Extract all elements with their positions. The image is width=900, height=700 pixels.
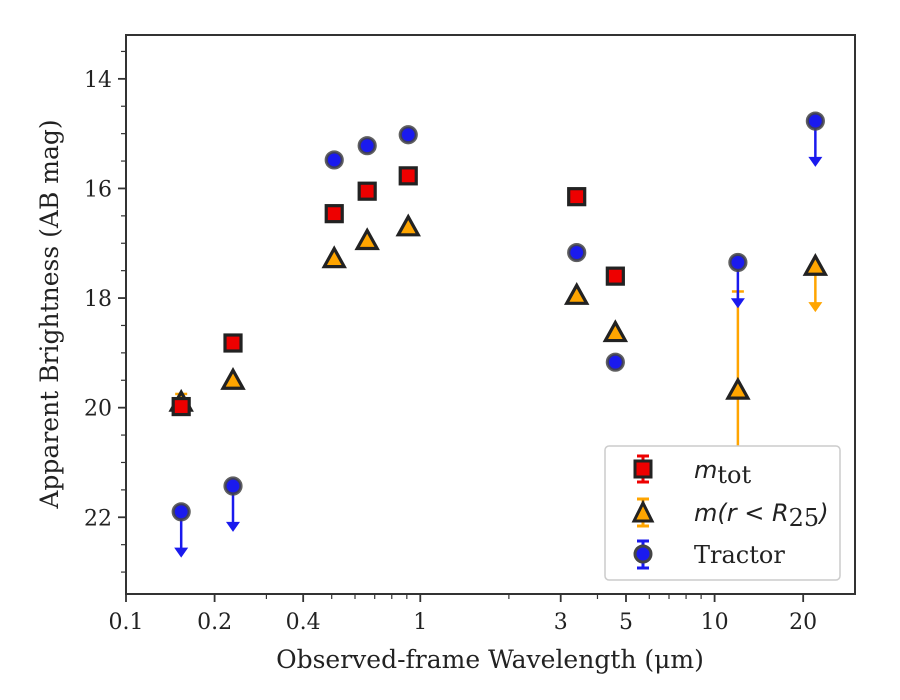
x-axis-label: Observed-frame Wavelength (μm) — [276, 645, 704, 674]
data-point — [220, 366, 246, 390]
x-tick-label: 1 — [413, 610, 427, 635]
upper-limit-arrow — [808, 156, 823, 167]
series-square — [171, 166, 625, 417]
square-marker — [171, 396, 191, 417]
square-marker — [324, 204, 344, 224]
x-tick-label: 0.4 — [286, 610, 321, 635]
data-point — [398, 125, 418, 145]
legend-mtot-square-marker — [633, 459, 653, 479]
square-marker — [605, 266, 625, 286]
legend-mtot-label: mtot — [694, 456, 751, 489]
data-point — [171, 396, 191, 417]
upper-limit-arrow — [730, 298, 745, 309]
data-point — [567, 187, 587, 207]
circle-marker — [805, 111, 825, 131]
data-point — [398, 166, 418, 186]
legend-entry-tractor: Tractor — [633, 539, 785, 570]
circle-marker — [357, 136, 377, 156]
triangle-marker — [725, 376, 751, 400]
data-point — [223, 476, 243, 532]
data-point — [357, 136, 377, 156]
data-point — [563, 282, 590, 305]
legend: mtot m(r < R25) Tractor — [604, 445, 841, 581]
upper-limit-arrow — [226, 521, 241, 532]
triangle-marker — [395, 213, 421, 237]
data-point — [171, 502, 191, 558]
data-point — [605, 266, 625, 286]
data-point — [223, 333, 243, 353]
square-marker — [398, 166, 418, 186]
data-point — [395, 213, 421, 237]
square-marker — [567, 187, 587, 207]
data-point — [357, 181, 377, 201]
triangle-marker — [220, 366, 246, 390]
legend-tractor-circle-marker — [633, 544, 653, 564]
x-tick-label: 20 — [789, 610, 817, 635]
data-point — [567, 242, 587, 263]
triangle-marker — [802, 252, 829, 276]
y-tick-label: 20 — [84, 397, 112, 422]
triangle-marker — [563, 282, 590, 305]
y-axis-label: Apparent Brightness (AB mag) — [35, 119, 64, 509]
data-point — [728, 252, 748, 309]
y-tick-label: 18 — [84, 287, 112, 312]
series-circle — [171, 111, 825, 558]
data-point — [805, 111, 825, 167]
x-tick-label: 0.1 — [109, 610, 144, 635]
x-tick-label: 10 — [701, 610, 729, 635]
circle-marker — [567, 242, 587, 263]
x-tick-label: 3 — [554, 610, 568, 635]
legend-mr25-label: m(r < R25) — [694, 499, 829, 532]
data-point — [605, 352, 625, 372]
upper-limit-arrow — [808, 302, 823, 313]
circle-marker — [398, 125, 418, 145]
triangle-marker — [354, 227, 380, 251]
legend-tractor-label: Tractor — [694, 541, 785, 569]
circle-marker — [605, 352, 625, 372]
x-tick-label: 0.2 — [197, 610, 232, 635]
data-point — [802, 252, 829, 313]
upper-limit-arrow — [174, 547, 189, 558]
data-point — [321, 245, 347, 269]
data-point — [324, 150, 344, 170]
circle-marker — [728, 252, 748, 273]
data-point — [354, 227, 380, 251]
legend-entry-mr25: m(r < R25) — [631, 497, 829, 532]
triangle-marker — [321, 245, 347, 269]
circle-marker — [223, 476, 243, 496]
y-tick-label: 16 — [84, 177, 112, 202]
circle-marker — [171, 502, 191, 522]
data-point — [602, 319, 629, 343]
square-marker — [223, 333, 243, 353]
legend-mr25-triangle-marker — [631, 499, 655, 523]
y-tick-label: 22 — [84, 506, 112, 531]
square-marker — [357, 181, 377, 201]
legend-entry-mtot: mtot — [633, 454, 751, 489]
data-marks — [168, 111, 829, 558]
x-tick-label: 5 — [619, 610, 633, 635]
axis-ticks: 0.1 0.2 0.4 1 3 5 10 20 14 16 18 20 22 — [84, 50, 817, 635]
triangle-marker — [602, 319, 629, 343]
data-point — [324, 204, 344, 224]
y-tick-label: 14 — [84, 68, 112, 93]
circle-marker — [324, 150, 344, 170]
legend-box — [604, 445, 841, 581]
